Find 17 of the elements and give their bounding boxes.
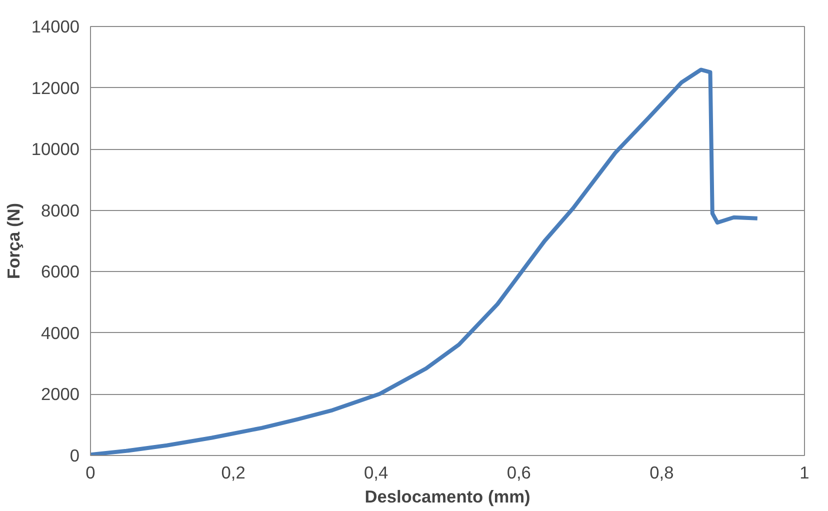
- y-tick-label: 4000: [40, 322, 80, 343]
- y-tick-label: 12000: [31, 78, 80, 98]
- line-series: [90, 68, 760, 456]
- x-tick-label: 0: [86, 462, 96, 482]
- x-tick-label: 0,6: [506, 462, 531, 482]
- x-tick-label: 0,8: [650, 462, 674, 482]
- y-tick-label: 0: [70, 446, 80, 466]
- x-tick-label: 1: [800, 462, 810, 482]
- y-tick-label: 10000: [31, 139, 80, 160]
- x-tick-label: 0,4: [364, 462, 389, 482]
- x-axis-title: Deslocamento (mm): [364, 486, 530, 506]
- y-tick-label: 14000: [31, 16, 80, 36]
- y-tick-label: 2000: [40, 384, 80, 404]
- x-tick-label: 0,2: [221, 462, 246, 482]
- y-axis-title: Força (N): [3, 202, 24, 280]
- y-tick-label: 8000: [40, 200, 80, 220]
- y-tick-label: 6000: [40, 262, 80, 282]
